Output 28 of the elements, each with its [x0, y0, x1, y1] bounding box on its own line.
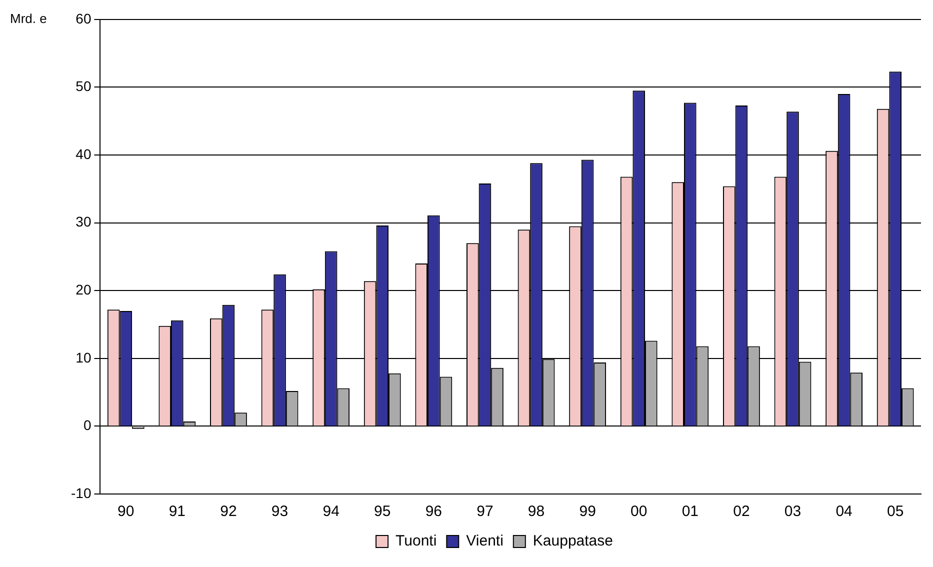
x-tick-label: 93: [271, 503, 288, 520]
y-tick-label: 20: [76, 281, 92, 298]
x-tick-label: 00: [630, 503, 648, 520]
x-tick-label: 98: [528, 503, 545, 520]
legend-label: Tuonti: [396, 532, 437, 550]
y-tick-label: 60: [76, 10, 92, 26]
x-tick-label: 91: [168, 503, 186, 520]
y-tick-label: 50: [76, 78, 92, 94]
x-tick-label: 95: [374, 503, 391, 520]
x-tick-label: 05: [887, 503, 904, 520]
y-tick-label: 40: [76, 146, 92, 162]
x-tick-label: 04: [836, 503, 852, 520]
y-tick-label: 10: [76, 349, 92, 366]
x-tick-label: 99: [579, 503, 596, 520]
legend-label: Kauppatase: [532, 532, 613, 550]
y-tick-label: 30: [76, 214, 92, 230]
x-tick-label: 96: [425, 503, 442, 520]
legend-label: Vienti: [466, 532, 504, 550]
x-tick-label: 03: [784, 503, 802, 520]
y-tick-label: -10: [71, 484, 92, 501]
x-tick-label: 97: [476, 503, 494, 520]
y-axis-title: Mrd. e: [10, 10, 47, 26]
x-tick-label: 02: [733, 503, 750, 520]
x-tick-label: 94: [322, 503, 340, 520]
x-tick-label: 90: [118, 503, 134, 520]
x-tick-label: 01: [682, 503, 699, 520]
x-tick-label: 92: [220, 503, 237, 520]
y-tick-label: 0: [83, 417, 92, 434]
